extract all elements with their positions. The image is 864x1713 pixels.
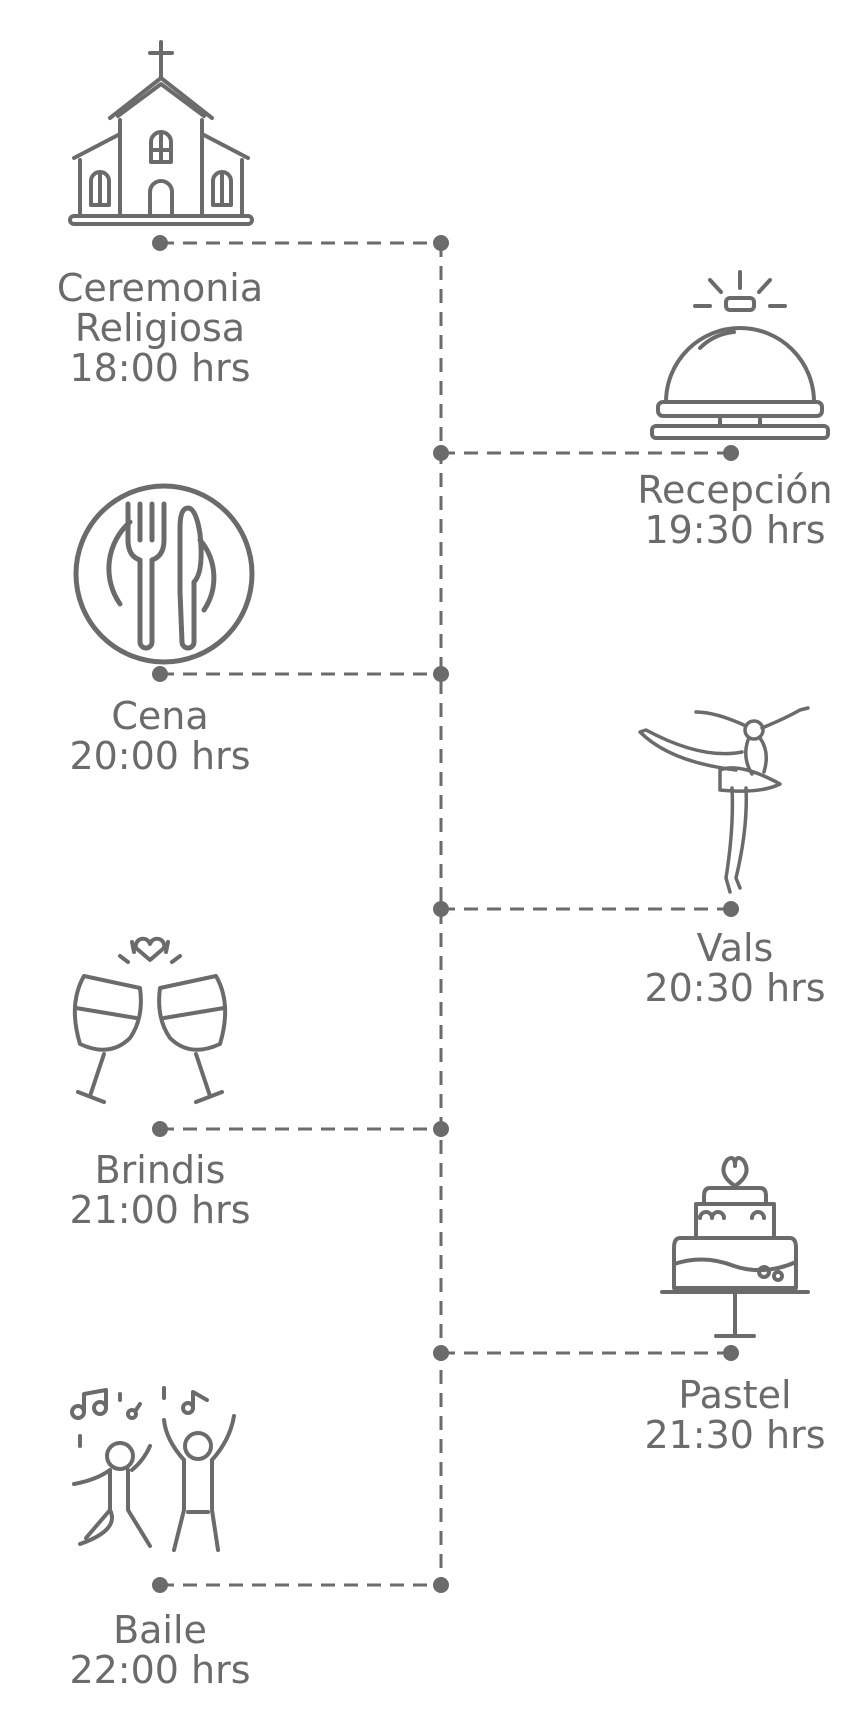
label-cena: Cena 20:00 hrs [40, 696, 280, 776]
event-time: 20:00 hrs [69, 734, 251, 778]
wedding-cake-icon [660, 1152, 810, 1342]
event-time: 22:00 hrs [69, 1648, 251, 1692]
event-title: Pastel [678, 1373, 792, 1417]
event-title: Religiosa [74, 306, 246, 350]
dot-baile-start [152, 1577, 168, 1593]
label-vals: Vals 20:30 hrs [620, 928, 850, 1008]
ballerina-icon [636, 706, 816, 898]
dot-vals-end [723, 901, 739, 917]
label-pastel: Pastel 21:30 hrs [620, 1375, 850, 1455]
toast-glasses-icon [60, 936, 240, 1108]
dot-baile-axis [433, 1577, 449, 1593]
dot-recepcion-axis [433, 445, 449, 461]
event-title: Baile [113, 1608, 207, 1652]
church-icon [66, 40, 256, 230]
event-title: Vals [696, 926, 774, 970]
event-time: 19:30 hrs [644, 508, 826, 552]
event-title: Brindis [94, 1148, 226, 1192]
event-time: 21:30 hrs [644, 1413, 826, 1457]
dot-ceremonia-start [152, 235, 168, 251]
event-time: 18:00 hrs [69, 346, 251, 390]
dot-brindis-axis [433, 1121, 449, 1137]
event-title: Ceremonia [56, 266, 264, 310]
plate-fork-knife-icon [70, 480, 258, 668]
dot-pastel-axis [433, 1345, 449, 1361]
dot-brindis-start [152, 1121, 168, 1137]
dot-pastel-end [723, 1345, 739, 1361]
label-brindis: Brindis 21:00 hrs [40, 1150, 280, 1230]
event-time: 20:30 hrs [644, 966, 826, 1010]
label-baile: Baile 22:00 hrs [40, 1610, 280, 1690]
service-bell-icon [650, 270, 830, 445]
dot-recepcion-end [723, 445, 739, 461]
event-time: 21:00 hrs [69, 1188, 251, 1232]
dot-cena-start [152, 666, 168, 682]
dancing-couple-icon [70, 1386, 260, 1576]
dot-ceremonia-axis [433, 235, 449, 251]
label-recepcion: Recepción 19:30 hrs [620, 470, 850, 550]
dot-vals-axis [433, 901, 449, 917]
dot-cena-axis [433, 666, 449, 682]
event-title: Recepción [637, 468, 833, 512]
event-title: Cena [111, 694, 209, 738]
label-ceremonia: Ceremonia Religiosa 18:00 hrs [40, 268, 280, 388]
